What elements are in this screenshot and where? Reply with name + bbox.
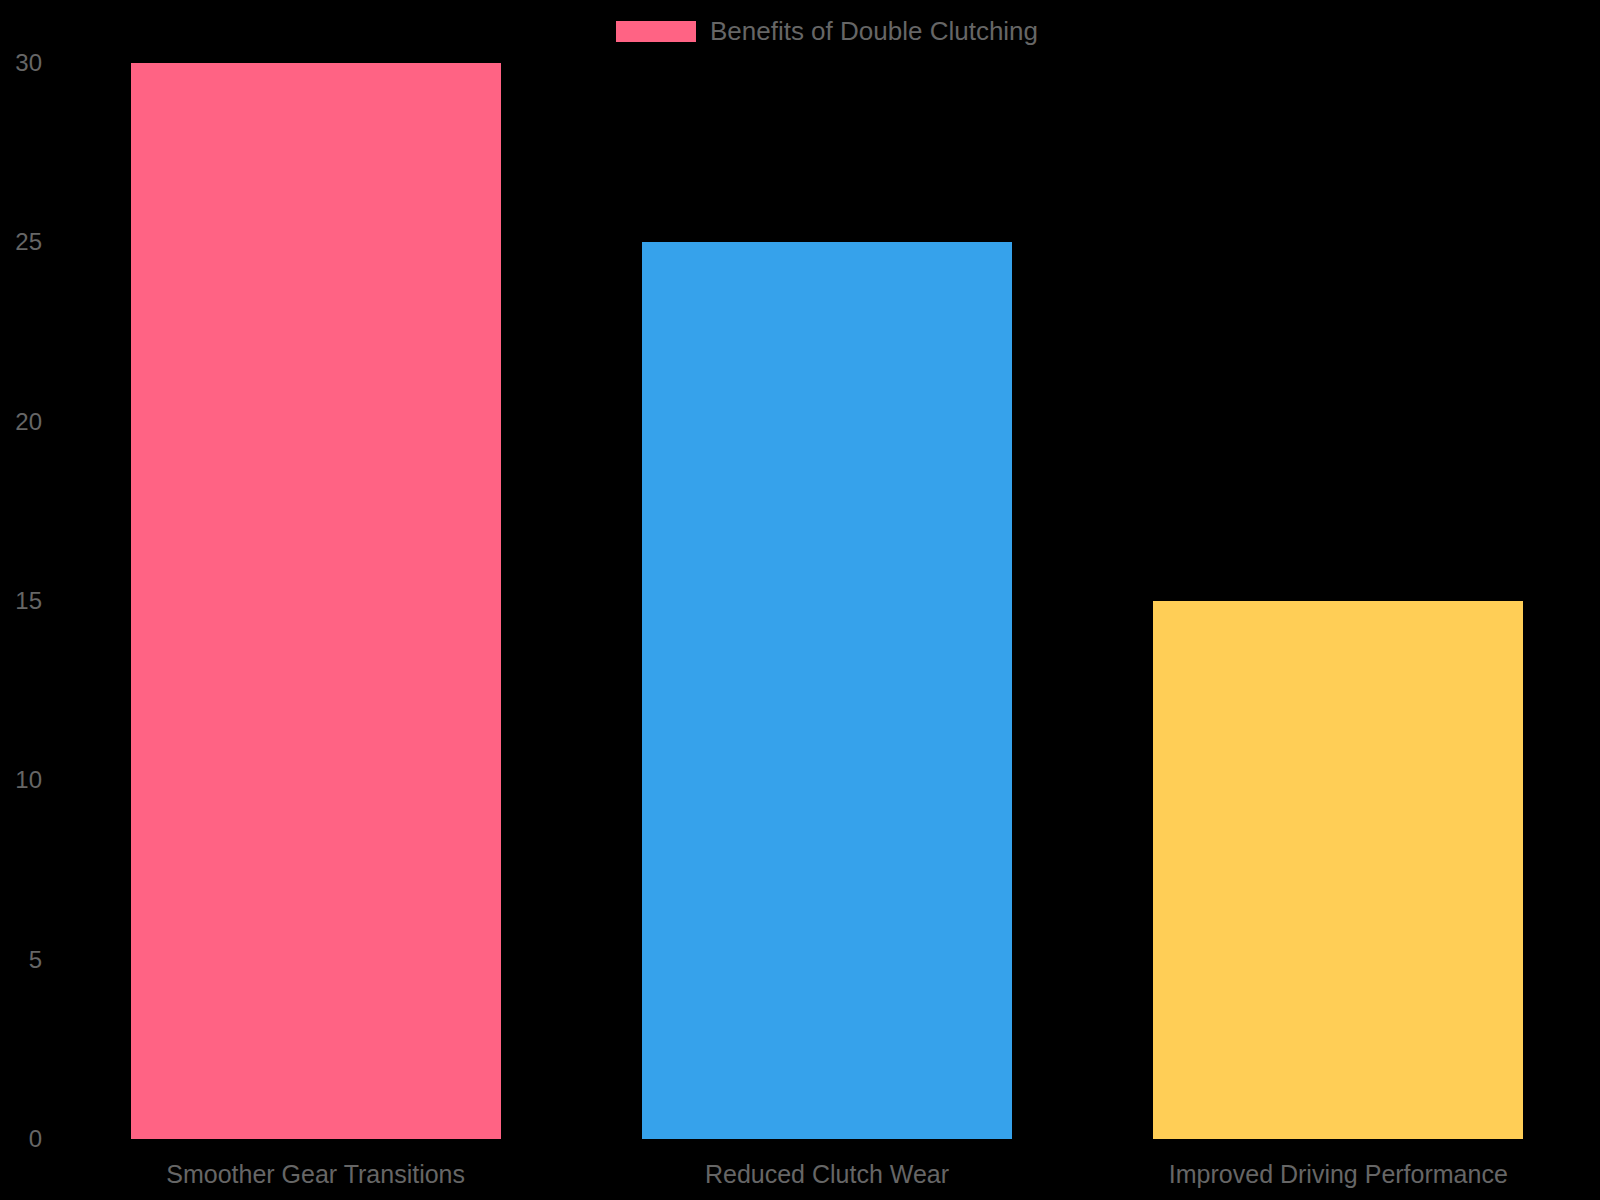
y-axis-tick-label: 15	[0, 587, 42, 615]
y-axis-tick-label: 25	[0, 228, 42, 256]
bar-improved-driving-performance[interactable]	[1153, 601, 1523, 1139]
y-axis-tick-label: 0	[0, 1125, 42, 1153]
bar-reduced-clutch-wear[interactable]	[642, 242, 1012, 1139]
bar-smoother-gear-transitions[interactable]	[131, 63, 501, 1139]
y-axis-tick-label: 10	[0, 766, 42, 794]
y-axis-tick-label: 20	[0, 408, 42, 436]
y-axis-tick-label: 30	[0, 49, 42, 77]
x-axis-category-label: Reduced Clutch Wear	[705, 1160, 949, 1189]
y-axis-tick-label: 5	[0, 946, 42, 974]
bar-chart: Benefits of Double Clutching 05101520253…	[0, 0, 1600, 1200]
x-axis-category-label: Improved Driving Performance	[1169, 1160, 1508, 1189]
x-axis-category-label: Smoother Gear Transitions	[166, 1160, 465, 1189]
plot-area: 0 5 10 15 20 25 30 Smoother Gear Transitions Red…	[0, 0, 1600, 1200]
